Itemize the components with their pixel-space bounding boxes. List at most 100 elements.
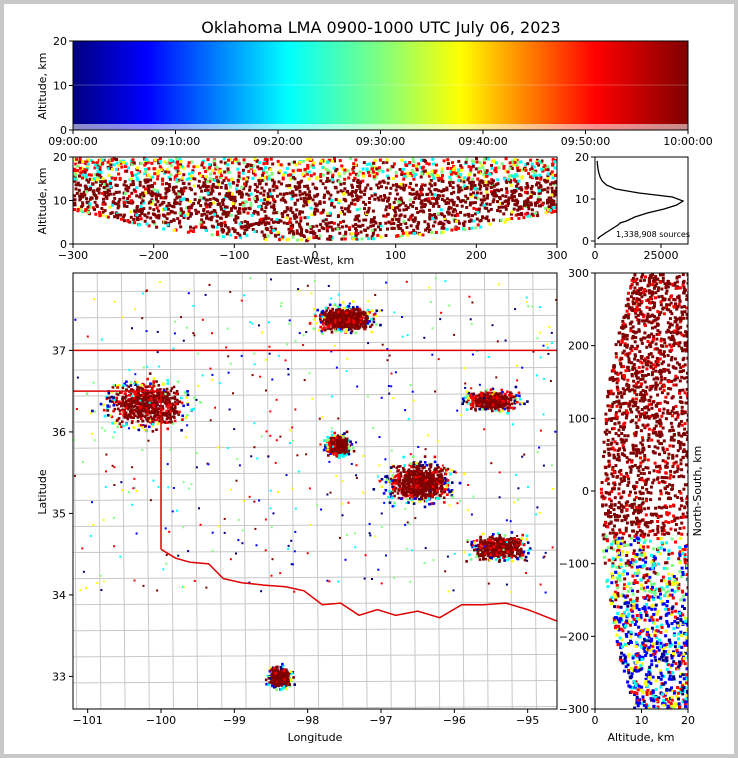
source-point [326, 211, 330, 215]
source-point [216, 214, 219, 218]
source-point [325, 180, 329, 183]
source-point [330, 198, 334, 202]
source-point [135, 208, 139, 212]
source-point [300, 238, 303, 242]
source-point [540, 188, 544, 192]
source-point [432, 488, 436, 492]
source-point [147, 408, 150, 412]
source-point [158, 193, 162, 197]
source-point [326, 306, 330, 310]
x-tick-label: 10:00:00 [663, 135, 712, 148]
source-point [298, 224, 302, 228]
source-point [115, 419, 119, 422]
source-point [266, 192, 270, 196]
source-point [269, 229, 273, 233]
source-point [242, 187, 246, 191]
source-point [252, 222, 256, 226]
source-point [347, 305, 350, 308]
source-point [254, 200, 258, 204]
source-point [418, 194, 421, 198]
source-point [504, 194, 508, 198]
source-point [421, 209, 425, 213]
source-point [319, 313, 323, 316]
source-point [366, 183, 370, 187]
source-point [175, 178, 178, 182]
source-point [225, 186, 228, 190]
source-point [151, 200, 154, 203]
source-point [546, 165, 549, 168]
source-point [453, 470, 456, 474]
source-point [305, 184, 309, 188]
source-point [412, 502, 416, 505]
source-point [99, 402, 103, 406]
source-point [267, 177, 271, 181]
source-point [256, 190, 259, 194]
source-point [498, 197, 502, 201]
source-point [341, 433, 345, 437]
source-point [269, 168, 273, 172]
source-point [127, 194, 131, 198]
source-point [126, 219, 130, 223]
source-point [126, 189, 130, 193]
source-point [146, 160, 150, 164]
source-point [117, 407, 120, 411]
source-point [101, 182, 105, 185]
source-point [307, 236, 311, 240]
source-point [449, 170, 453, 174]
source-point [420, 496, 423, 499]
source-point [379, 309, 382, 313]
source-point [429, 230, 433, 234]
source-point [136, 420, 140, 423]
source-point [174, 201, 178, 205]
source-point [202, 208, 206, 211]
source-point [215, 219, 219, 223]
source-point [414, 183, 418, 187]
source-point [510, 174, 514, 178]
x-tick-label: 0 [592, 249, 599, 262]
source-point [515, 164, 519, 168]
source-point [124, 413, 127, 416]
source-point [501, 194, 505, 198]
source-point [377, 186, 380, 190]
source-point [363, 326, 367, 330]
source-point [380, 185, 383, 189]
source-point [101, 202, 105, 206]
source-point [186, 403, 190, 406]
source-point [133, 210, 137, 214]
source-point [378, 180, 382, 184]
source-point [392, 226, 396, 230]
source-point [517, 179, 521, 183]
source-point [109, 158, 112, 162]
source-point [395, 218, 399, 221]
source-point [522, 216, 526, 220]
source-point [254, 222, 258, 226]
source-point [129, 384, 133, 387]
source-point [451, 168, 455, 172]
source-point [188, 172, 191, 176]
source-point [430, 213, 434, 217]
source-point [176, 170, 180, 174]
source-point [234, 206, 238, 210]
source-point [409, 462, 412, 465]
source-point [462, 222, 465, 226]
source-point [299, 168, 302, 172]
source-point [83, 193, 87, 197]
source-point [144, 178, 148, 182]
source-point [530, 212, 534, 216]
source-point [396, 224, 400, 227]
source-point [172, 228, 176, 232]
source-point [210, 177, 214, 181]
source-point [456, 213, 460, 217]
histogram-x-ticks: 0 25000 [592, 244, 679, 262]
source-point [544, 180, 548, 184]
source-point [530, 208, 534, 212]
source-point [352, 321, 356, 324]
source-point [98, 165, 102, 169]
source-point [225, 192, 229, 196]
source-point [343, 168, 347, 172]
source-point [472, 191, 475, 195]
source-point [548, 204, 552, 208]
source-point [233, 199, 237, 203]
